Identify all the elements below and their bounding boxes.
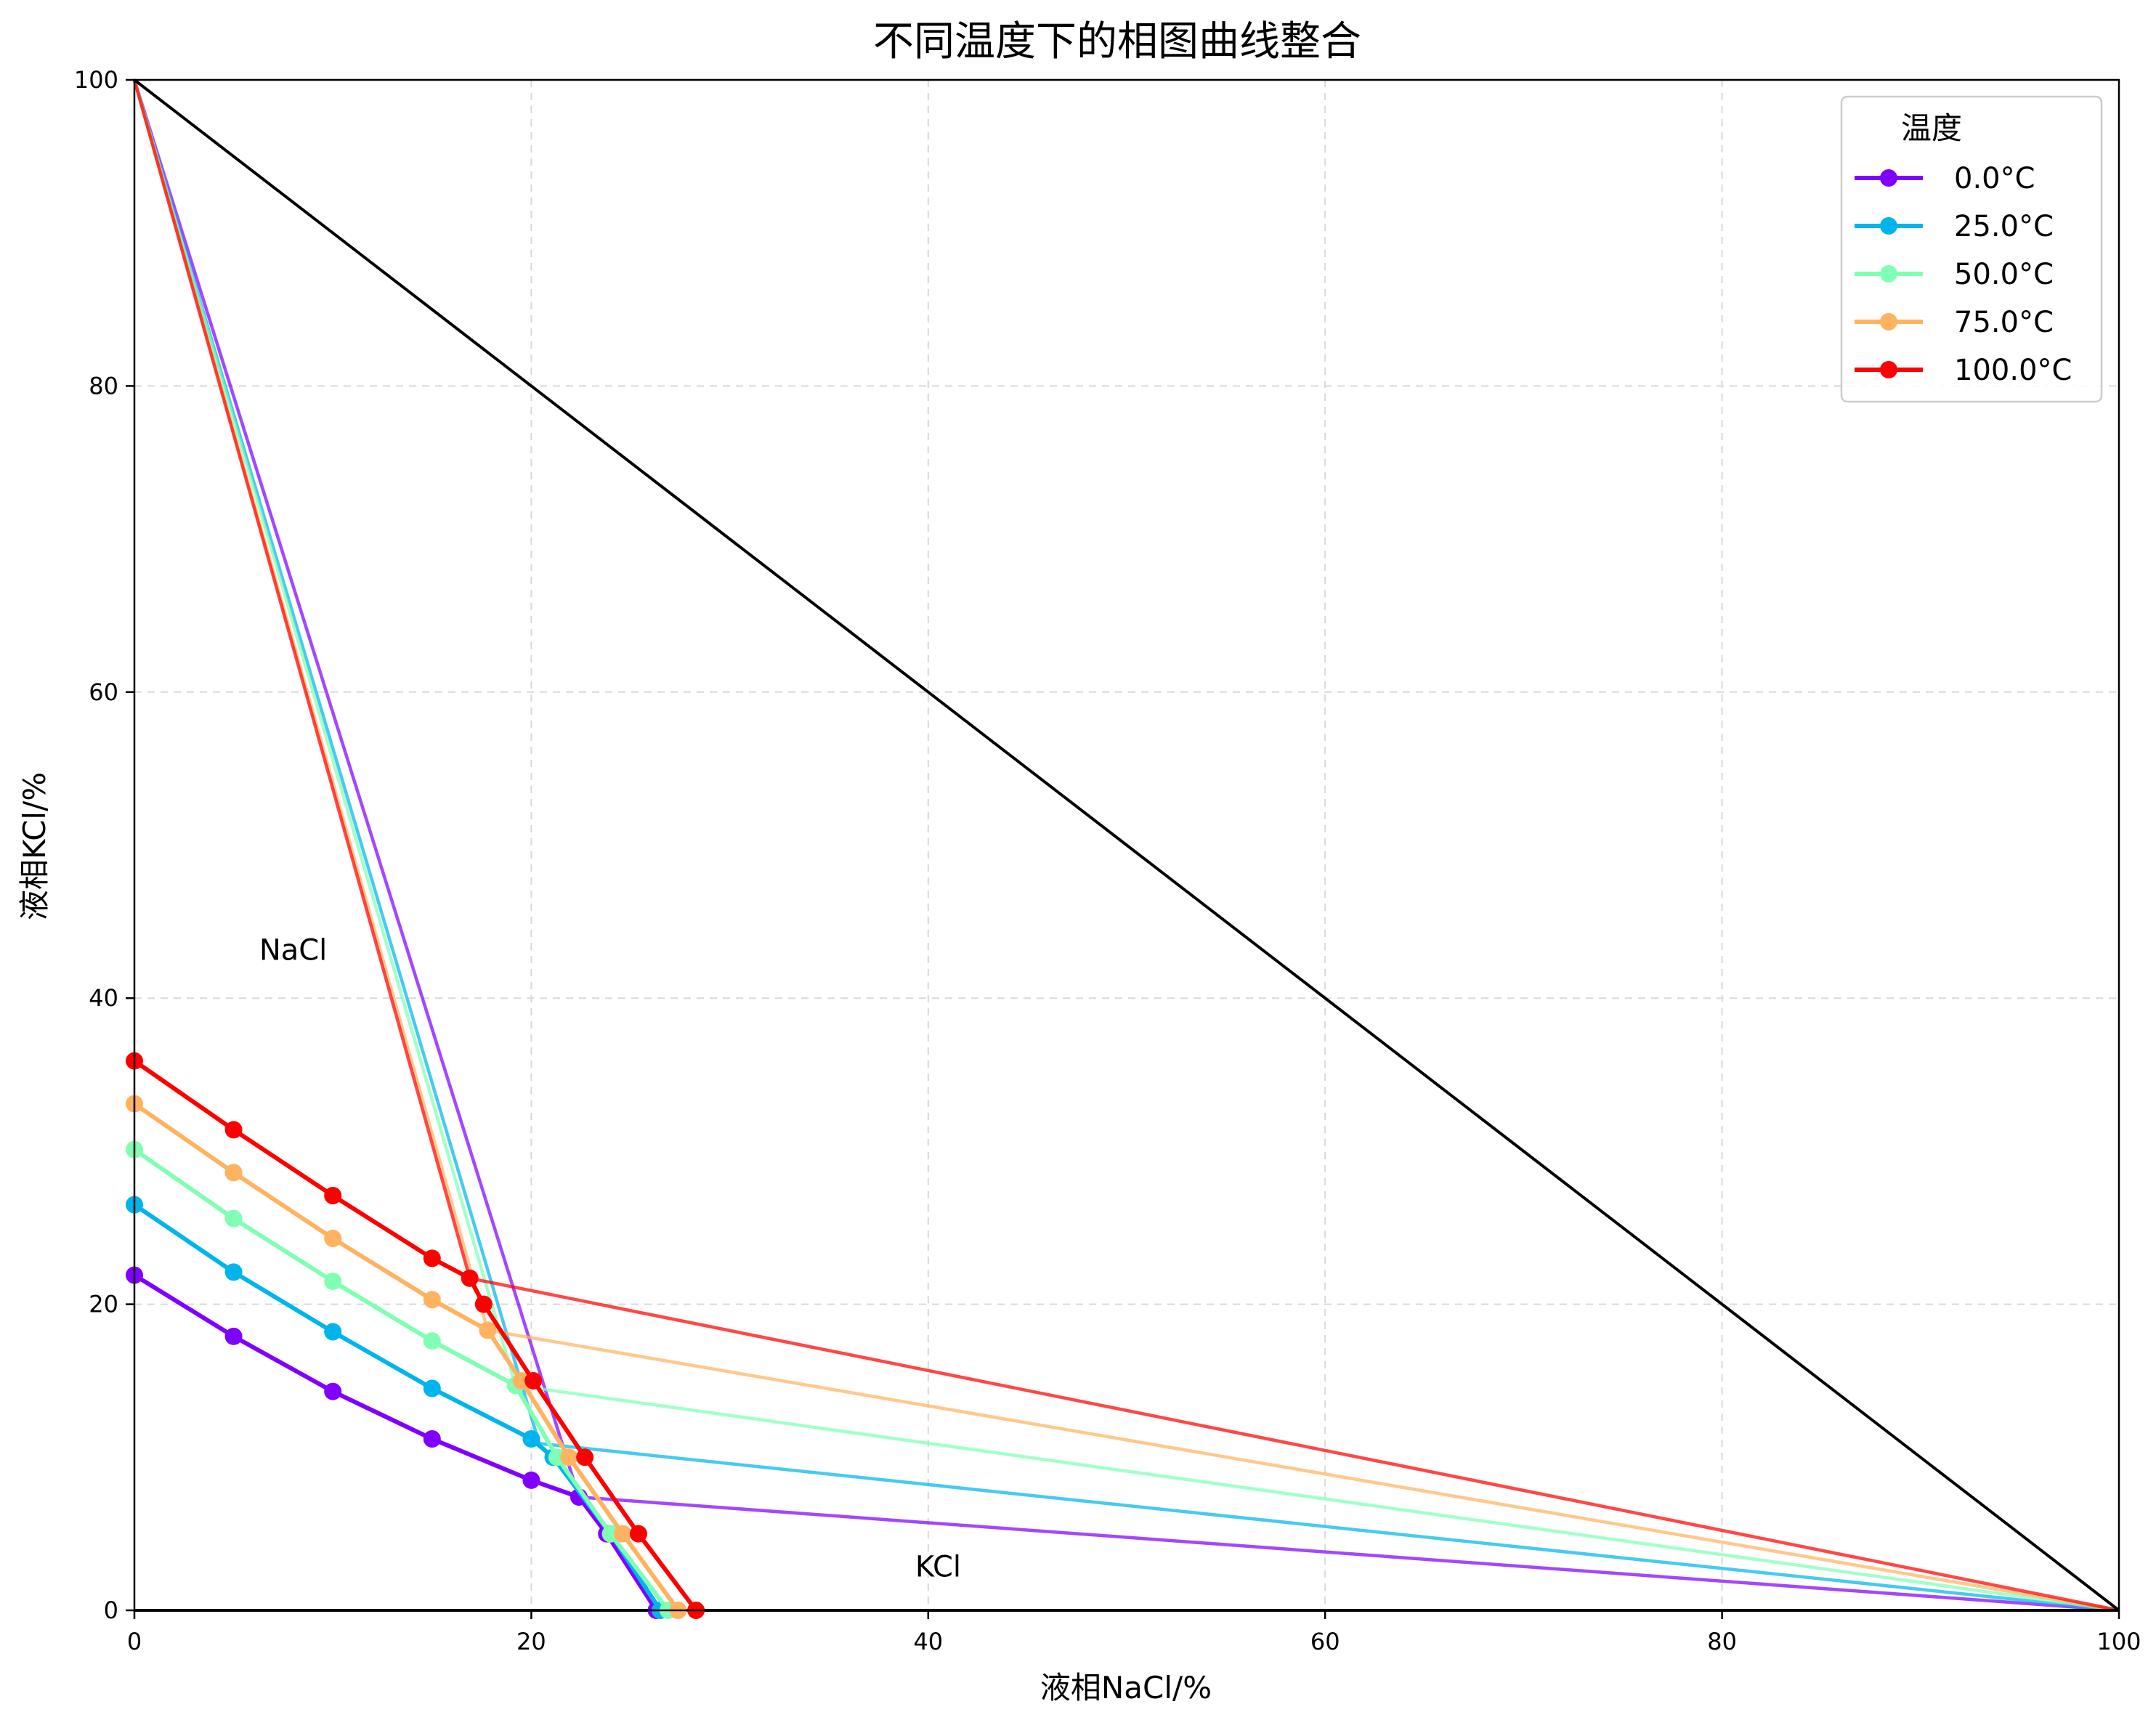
data-point (224, 1263, 243, 1281)
data-point (560, 1448, 578, 1467)
legend-swatch-marker (1880, 217, 1897, 235)
data-point (479, 1321, 497, 1339)
tieline-series-2-1 (515, 1384, 2120, 1612)
y-tick-label: 0 (104, 1597, 118, 1624)
tielines (132, 79, 2120, 1612)
x-tick-label: 80 (1707, 1628, 1737, 1655)
y-tick-label: 100 (74, 66, 118, 94)
tieline-series-4-0 (132, 79, 471, 1279)
legend-entry-label: 50.0°C (1954, 258, 2054, 291)
data-point (224, 1327, 243, 1345)
data-point (522, 1430, 540, 1448)
series-lines (126, 1052, 705, 1619)
y-tick-label: 20 (89, 1291, 118, 1318)
axes: 0 20 40 60 80 100 0 20 40 60 80 100 (74, 66, 2141, 1655)
tieline-series-0-0 (132, 79, 581, 1498)
chart-title: 不同温度下的相图曲线整合 (873, 18, 1361, 65)
tieline-series-1-1 (539, 1442, 2120, 1612)
x-tick-label: 100 (2096, 1628, 2141, 1655)
data-point (576, 1448, 594, 1467)
data-point (522, 1471, 540, 1489)
data-point (423, 1249, 441, 1267)
data-point (224, 1164, 243, 1182)
series-3 (126, 1095, 687, 1619)
data-point (423, 1379, 441, 1398)
legend-swatch-marker (1880, 313, 1897, 330)
data-point (224, 1121, 243, 1139)
legend: 温度 0.0°C 25.0°C 50.0°C 75.0°C 100.0°C (1840, 95, 2103, 403)
series-line-2 (133, 1148, 670, 1612)
annotation-label: NaCl (259, 934, 327, 968)
data-point (423, 1291, 441, 1309)
x-tick-label: 0 (127, 1628, 142, 1655)
x-tick-label: 60 (1310, 1628, 1340, 1655)
y-tick-label: 60 (89, 678, 118, 706)
y-tick-label: 40 (89, 984, 118, 1012)
legend-box (1840, 95, 2103, 403)
legend-entry-label: 0.0°C (1954, 162, 2035, 195)
data-point (614, 1525, 632, 1543)
data-point (524, 1371, 543, 1390)
data-point (224, 1209, 243, 1228)
legend-entry-label: 75.0°C (1954, 306, 2054, 339)
y-axis-label: 液相KCl/% (17, 772, 52, 920)
data-point (423, 1332, 441, 1350)
legend-swatch-marker (1880, 265, 1897, 283)
series-line-4 (133, 1059, 698, 1612)
tieline-series-0-1 (578, 1495, 2120, 1612)
series-4 (126, 1052, 705, 1619)
data-point (474, 1295, 493, 1313)
tieline-series-2-0 (132, 79, 517, 1386)
annotations: NaCl KCl (259, 934, 961, 1584)
data-point (423, 1430, 441, 1448)
data-point (461, 1269, 479, 1287)
legend-swatch-marker (1880, 361, 1897, 378)
tieline-series-4-1 (469, 1276, 2120, 1612)
x-tick-label: 20 (516, 1628, 546, 1655)
data-point (629, 1525, 647, 1543)
data-point (324, 1323, 342, 1341)
legend-title: 温度 (1901, 110, 1962, 146)
y-tick-label: 80 (89, 372, 118, 399)
tieline-series-3-1 (487, 1328, 2120, 1612)
data-point (324, 1382, 342, 1400)
data-point (324, 1229, 342, 1247)
x-tick-label: 40 (913, 1628, 943, 1655)
data-point (324, 1187, 342, 1205)
series-0 (126, 1266, 665, 1619)
x-axis-label: 液相NaCl/% (1040, 1670, 1212, 1705)
data-point (324, 1272, 342, 1290)
annotation-label: KCl (915, 1551, 961, 1584)
boundary-diagonal-line (133, 78, 2120, 1612)
legend-swatch-marker (1880, 169, 1897, 187)
legend-entry-label: 25.0°C (1954, 210, 2054, 243)
legend-entry-label: 100.0°C (1954, 354, 2072, 387)
plot-area-frame (133, 78, 2120, 1612)
